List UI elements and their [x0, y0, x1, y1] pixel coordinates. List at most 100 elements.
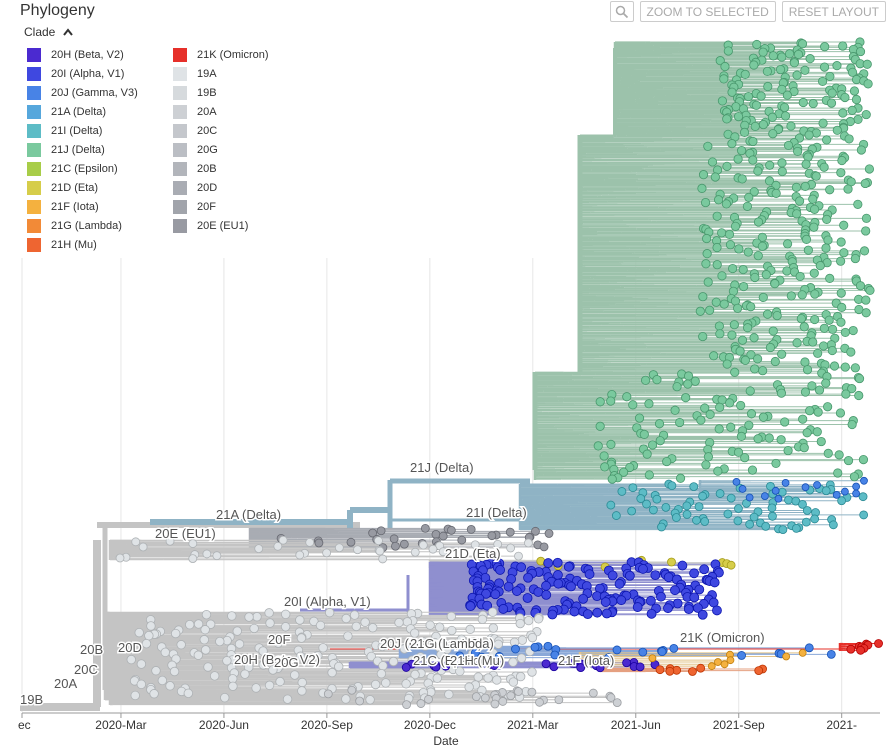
tip[interactable]	[264, 608, 274, 618]
tip[interactable]	[349, 610, 360, 620]
tip[interactable]	[798, 414, 808, 424]
tip[interactable]	[826, 649, 836, 659]
tip[interactable]	[607, 570, 618, 581]
tip[interactable]	[816, 436, 826, 447]
tip[interactable]	[746, 409, 757, 419]
tip[interactable]	[314, 538, 324, 548]
tip[interactable]	[802, 506, 812, 515]
tip[interactable]	[861, 213, 872, 223]
tip[interactable]	[825, 273, 835, 283]
tip[interactable]	[798, 499, 807, 509]
tip[interactable]	[628, 400, 638, 410]
tip[interactable]	[199, 635, 210, 645]
tip[interactable]	[705, 409, 715, 419]
tip[interactable]	[874, 639, 883, 648]
tip[interactable]	[861, 295, 871, 305]
tip[interactable]	[134, 627, 144, 638]
tip[interactable]	[466, 524, 476, 534]
tip[interactable]	[370, 679, 381, 690]
tip[interactable]	[851, 94, 862, 105]
legend-item[interactable]: 20G	[173, 140, 319, 159]
tip[interactable]	[378, 554, 388, 564]
tip[interactable]	[813, 481, 821, 489]
tip[interactable]	[762, 66, 772, 77]
tip[interactable]	[792, 209, 802, 219]
tip[interactable]	[165, 681, 175, 691]
tip[interactable]	[717, 228, 727, 238]
tip[interactable]	[295, 615, 305, 625]
tip[interactable]	[141, 638, 152, 649]
tip[interactable]	[498, 697, 508, 706]
tip[interactable]	[825, 71, 835, 82]
tip[interactable]	[639, 429, 649, 439]
tip[interactable]	[160, 647, 171, 658]
tip[interactable]	[278, 535, 288, 545]
tip[interactable]	[318, 643, 328, 653]
tip[interactable]	[846, 347, 856, 357]
tip[interactable]	[313, 651, 323, 661]
tip[interactable]	[793, 146, 803, 157]
tip[interactable]	[315, 620, 326, 631]
tip[interactable]	[840, 92, 850, 103]
tip[interactable]	[322, 548, 332, 558]
tip[interactable]	[667, 481, 677, 491]
tip[interactable]	[735, 346, 745, 356]
tip[interactable]	[517, 635, 528, 645]
tip[interactable]	[707, 662, 716, 671]
tip[interactable]	[799, 322, 809, 332]
tip[interactable]	[749, 333, 759, 343]
tip[interactable]	[804, 643, 814, 653]
tip[interactable]	[753, 251, 763, 261]
clade-tips[interactable]	[715, 37, 873, 139]
tip[interactable]	[273, 638, 284, 648]
tip[interactable]	[347, 685, 357, 695]
tip[interactable]	[838, 41, 848, 51]
tip[interactable]	[169, 666, 180, 677]
tip[interactable]	[438, 547, 448, 557]
tip[interactable]	[265, 618, 275, 628]
tip[interactable]	[722, 114, 732, 124]
tip[interactable]	[541, 580, 551, 591]
tip[interactable]	[611, 511, 621, 520]
tip[interactable]	[819, 323, 829, 333]
tip[interactable]	[606, 500, 616, 510]
tip[interactable]	[801, 159, 811, 169]
tip[interactable]	[745, 493, 754, 502]
tip[interactable]	[550, 650, 560, 660]
tip[interactable]	[535, 697, 544, 707]
tip[interactable]	[712, 211, 722, 221]
tip[interactable]	[297, 677, 307, 688]
tip[interactable]	[470, 540, 480, 550]
tip[interactable]	[752, 39, 762, 50]
tip[interactable]	[334, 543, 344, 553]
tip[interactable]	[200, 645, 211, 655]
tip[interactable]	[200, 625, 210, 635]
tip[interactable]	[768, 129, 778, 139]
tip[interactable]	[669, 643, 679, 653]
tip[interactable]	[531, 526, 540, 536]
tip[interactable]	[852, 489, 861, 498]
tip[interactable]	[805, 54, 815, 64]
tip[interactable]	[701, 460, 711, 470]
tip[interactable]	[754, 666, 764, 675]
tip[interactable]	[745, 386, 755, 396]
tip[interactable]	[399, 539, 409, 549]
tip[interactable]	[843, 184, 853, 194]
tip[interactable]	[483, 673, 493, 683]
tip[interactable]	[374, 536, 383, 546]
tip[interactable]	[734, 244, 744, 254]
tip[interactable]	[446, 611, 457, 622]
tip[interactable]	[512, 586, 522, 596]
tip[interactable]	[743, 323, 753, 333]
tip[interactable]	[813, 407, 823, 417]
tip[interactable]	[487, 607, 498, 617]
tip[interactable]	[703, 141, 713, 151]
tip[interactable]	[734, 504, 743, 513]
tip[interactable]	[847, 419, 857, 430]
tip[interactable]	[136, 679, 147, 690]
tip[interactable]	[401, 663, 411, 672]
tip[interactable]	[434, 622, 445, 632]
tip[interactable]	[305, 538, 315, 547]
tip[interactable]	[523, 572, 533, 583]
tip[interactable]	[628, 483, 638, 493]
